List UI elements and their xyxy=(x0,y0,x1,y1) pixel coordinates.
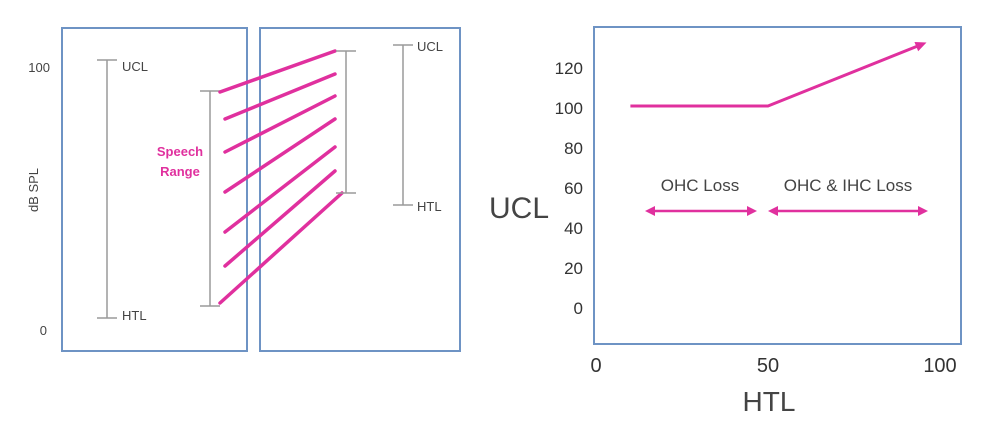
y-tick-label-120: 120 xyxy=(555,59,583,78)
x-tick-label-50: 50 xyxy=(757,355,779,377)
ohc-loss-arrow-left-head xyxy=(645,206,655,216)
ohc-ihc-loss-label: OHC & IHC Loss xyxy=(784,176,912,195)
impaired-htl-label: HTL xyxy=(417,199,442,214)
y-tick-label-20: 20 xyxy=(564,259,583,278)
y-tick-labels: 120 100 80 60 40 20 0 xyxy=(555,59,583,318)
x-tick-label-100: 100 xyxy=(923,355,956,377)
ohc-loss-arrow-right-head xyxy=(747,206,757,216)
region-labels: OHC Loss OHC & IHC Loss xyxy=(661,176,912,195)
mapping-line-1 xyxy=(218,49,337,94)
region-arrows xyxy=(645,206,928,216)
speech-range-bracket xyxy=(200,90,220,307)
x-tick-label-0: 0 xyxy=(590,355,601,377)
x-tick-labels: 0 50 100 xyxy=(590,355,956,377)
chart-plot-frame xyxy=(593,26,962,345)
y-tick-label-0: 0 xyxy=(574,299,583,318)
normal-ucl-label: UCL xyxy=(122,59,148,74)
ohc-ihc-loss-arrow-right-head xyxy=(918,206,928,216)
chart-y-title: UCL xyxy=(489,192,549,225)
speech-range-label-line2: Range xyxy=(160,164,200,179)
y-tick-label-100: 100 xyxy=(555,99,583,118)
y-tick-label-60: 60 xyxy=(564,179,583,198)
impaired-hearing-panel xyxy=(259,27,461,352)
mapping-line-5 xyxy=(223,145,337,234)
y-tick-label-40: 40 xyxy=(564,219,583,238)
normal-hearing-panel xyxy=(61,27,248,352)
mapping-line-3 xyxy=(223,94,337,154)
compression-mapping-lines xyxy=(218,49,344,305)
mapping-line-7 xyxy=(218,191,344,305)
ucl-series-line xyxy=(630,42,924,108)
impaired-ucl-label: UCL xyxy=(417,39,443,54)
ucl-htl-chart: 120 100 80 60 40 20 0 0 50 100 UCL HTL OHC Loss … xyxy=(489,26,962,417)
ohc-loss-label: OHC Loss xyxy=(661,176,739,195)
impaired-residual-range-bracket xyxy=(336,50,356,194)
ucl-series-arrowhead xyxy=(914,41,927,52)
normal-dynamic-range-bracket xyxy=(97,59,117,319)
y-tick-0: 0 xyxy=(40,323,47,338)
mapping-line-6 xyxy=(223,169,337,268)
normal-htl-label: HTL xyxy=(122,308,147,323)
mapping-line-2 xyxy=(223,72,337,121)
speech-range-label-line1: Speech xyxy=(157,144,203,159)
mapping-line-4 xyxy=(223,117,337,194)
left-diagram: dB SPL 100 0 UCL HTL Speech Range xyxy=(26,27,461,352)
impaired-dynamic-range-bracket xyxy=(393,44,413,206)
y-tick-100: 100 xyxy=(28,60,50,75)
y-tick-label-80: 80 xyxy=(564,139,583,158)
ohc-ihc-loss-arrow-left-head xyxy=(768,206,778,216)
y-axis-label: dB SPL xyxy=(26,168,41,212)
chart-x-title: HTL xyxy=(743,386,796,417)
